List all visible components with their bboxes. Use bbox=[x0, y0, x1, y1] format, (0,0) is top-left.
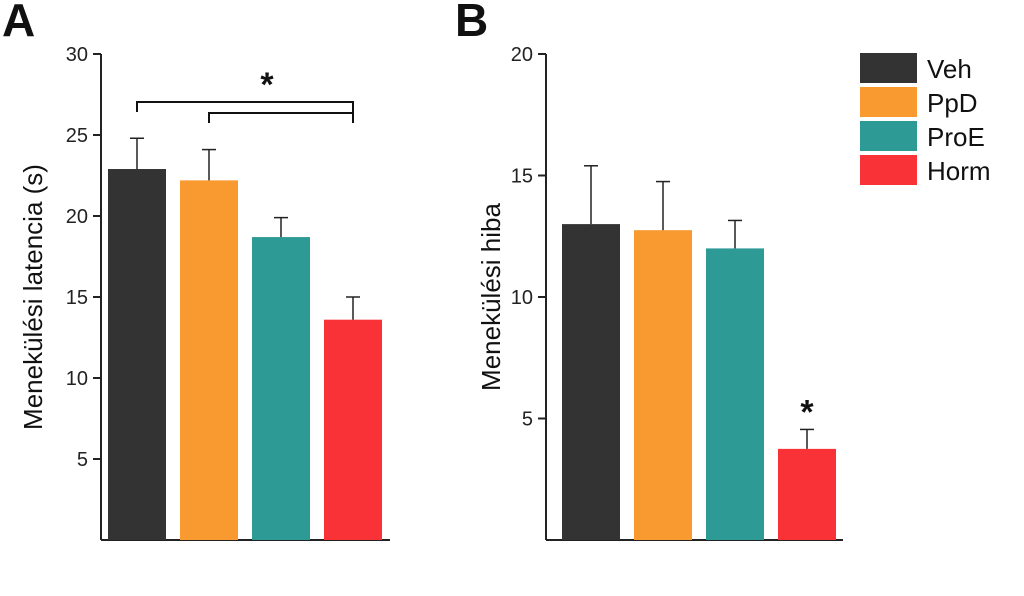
panel-a-chart: 5 10 15 20 25 30 Menekülési latencia (s) * bbox=[18, 44, 390, 541]
bar-ppd bbox=[634, 230, 692, 541]
y-tick-label: 10 bbox=[511, 287, 533, 309]
y-tick-label: 25 bbox=[66, 125, 88, 147]
y-tick-label: 20 bbox=[511, 44, 533, 66]
legend-swatch-veh bbox=[860, 53, 917, 83]
y-tick-label: 5 bbox=[522, 409, 533, 431]
bar-veh bbox=[108, 169, 166, 540]
significance-bracket-inner bbox=[208, 112, 354, 123]
legend-label-veh: Veh bbox=[927, 54, 972, 84]
legend-swatch-horm bbox=[860, 155, 917, 185]
y-tick-label: 15 bbox=[511, 166, 533, 188]
bar-horm bbox=[324, 319, 382, 540]
significance-star: * bbox=[800, 393, 814, 431]
panel-b-chart: 5 10 15 20 Menekülési hiba * bbox=[476, 44, 843, 541]
y-tick-label: 10 bbox=[66, 368, 88, 390]
bar-proe bbox=[706, 248, 764, 540]
y-axis-label: Menekülési latencia (s) bbox=[18, 164, 48, 430]
legend: Veh PpD ProE Horm bbox=[860, 53, 991, 186]
legend-swatch-ppd bbox=[860, 87, 917, 117]
significance-star: * bbox=[260, 66, 274, 104]
legend-label-proe: ProE bbox=[927, 122, 985, 152]
y-tick-label: 30 bbox=[66, 44, 88, 66]
legend-swatch-proe bbox=[860, 121, 917, 151]
y-axis-label: Menekülési hiba bbox=[476, 203, 506, 391]
bar-horm bbox=[778, 448, 836, 540]
y-tick-label: 20 bbox=[66, 206, 88, 228]
legend-label-horm: Horm bbox=[927, 156, 991, 186]
legend-label-ppd: PpD bbox=[927, 88, 978, 118]
panel-label-b: B bbox=[455, 0, 488, 46]
bar-proe bbox=[252, 237, 310, 540]
y-tick-label: 15 bbox=[66, 287, 88, 309]
bar-ppd bbox=[180, 180, 238, 541]
y-tick-label: 5 bbox=[77, 449, 88, 471]
panel-label-a: A bbox=[2, 0, 35, 46]
bar-veh bbox=[562, 224, 620, 540]
significance-bracket-outer bbox=[136, 101, 354, 112]
